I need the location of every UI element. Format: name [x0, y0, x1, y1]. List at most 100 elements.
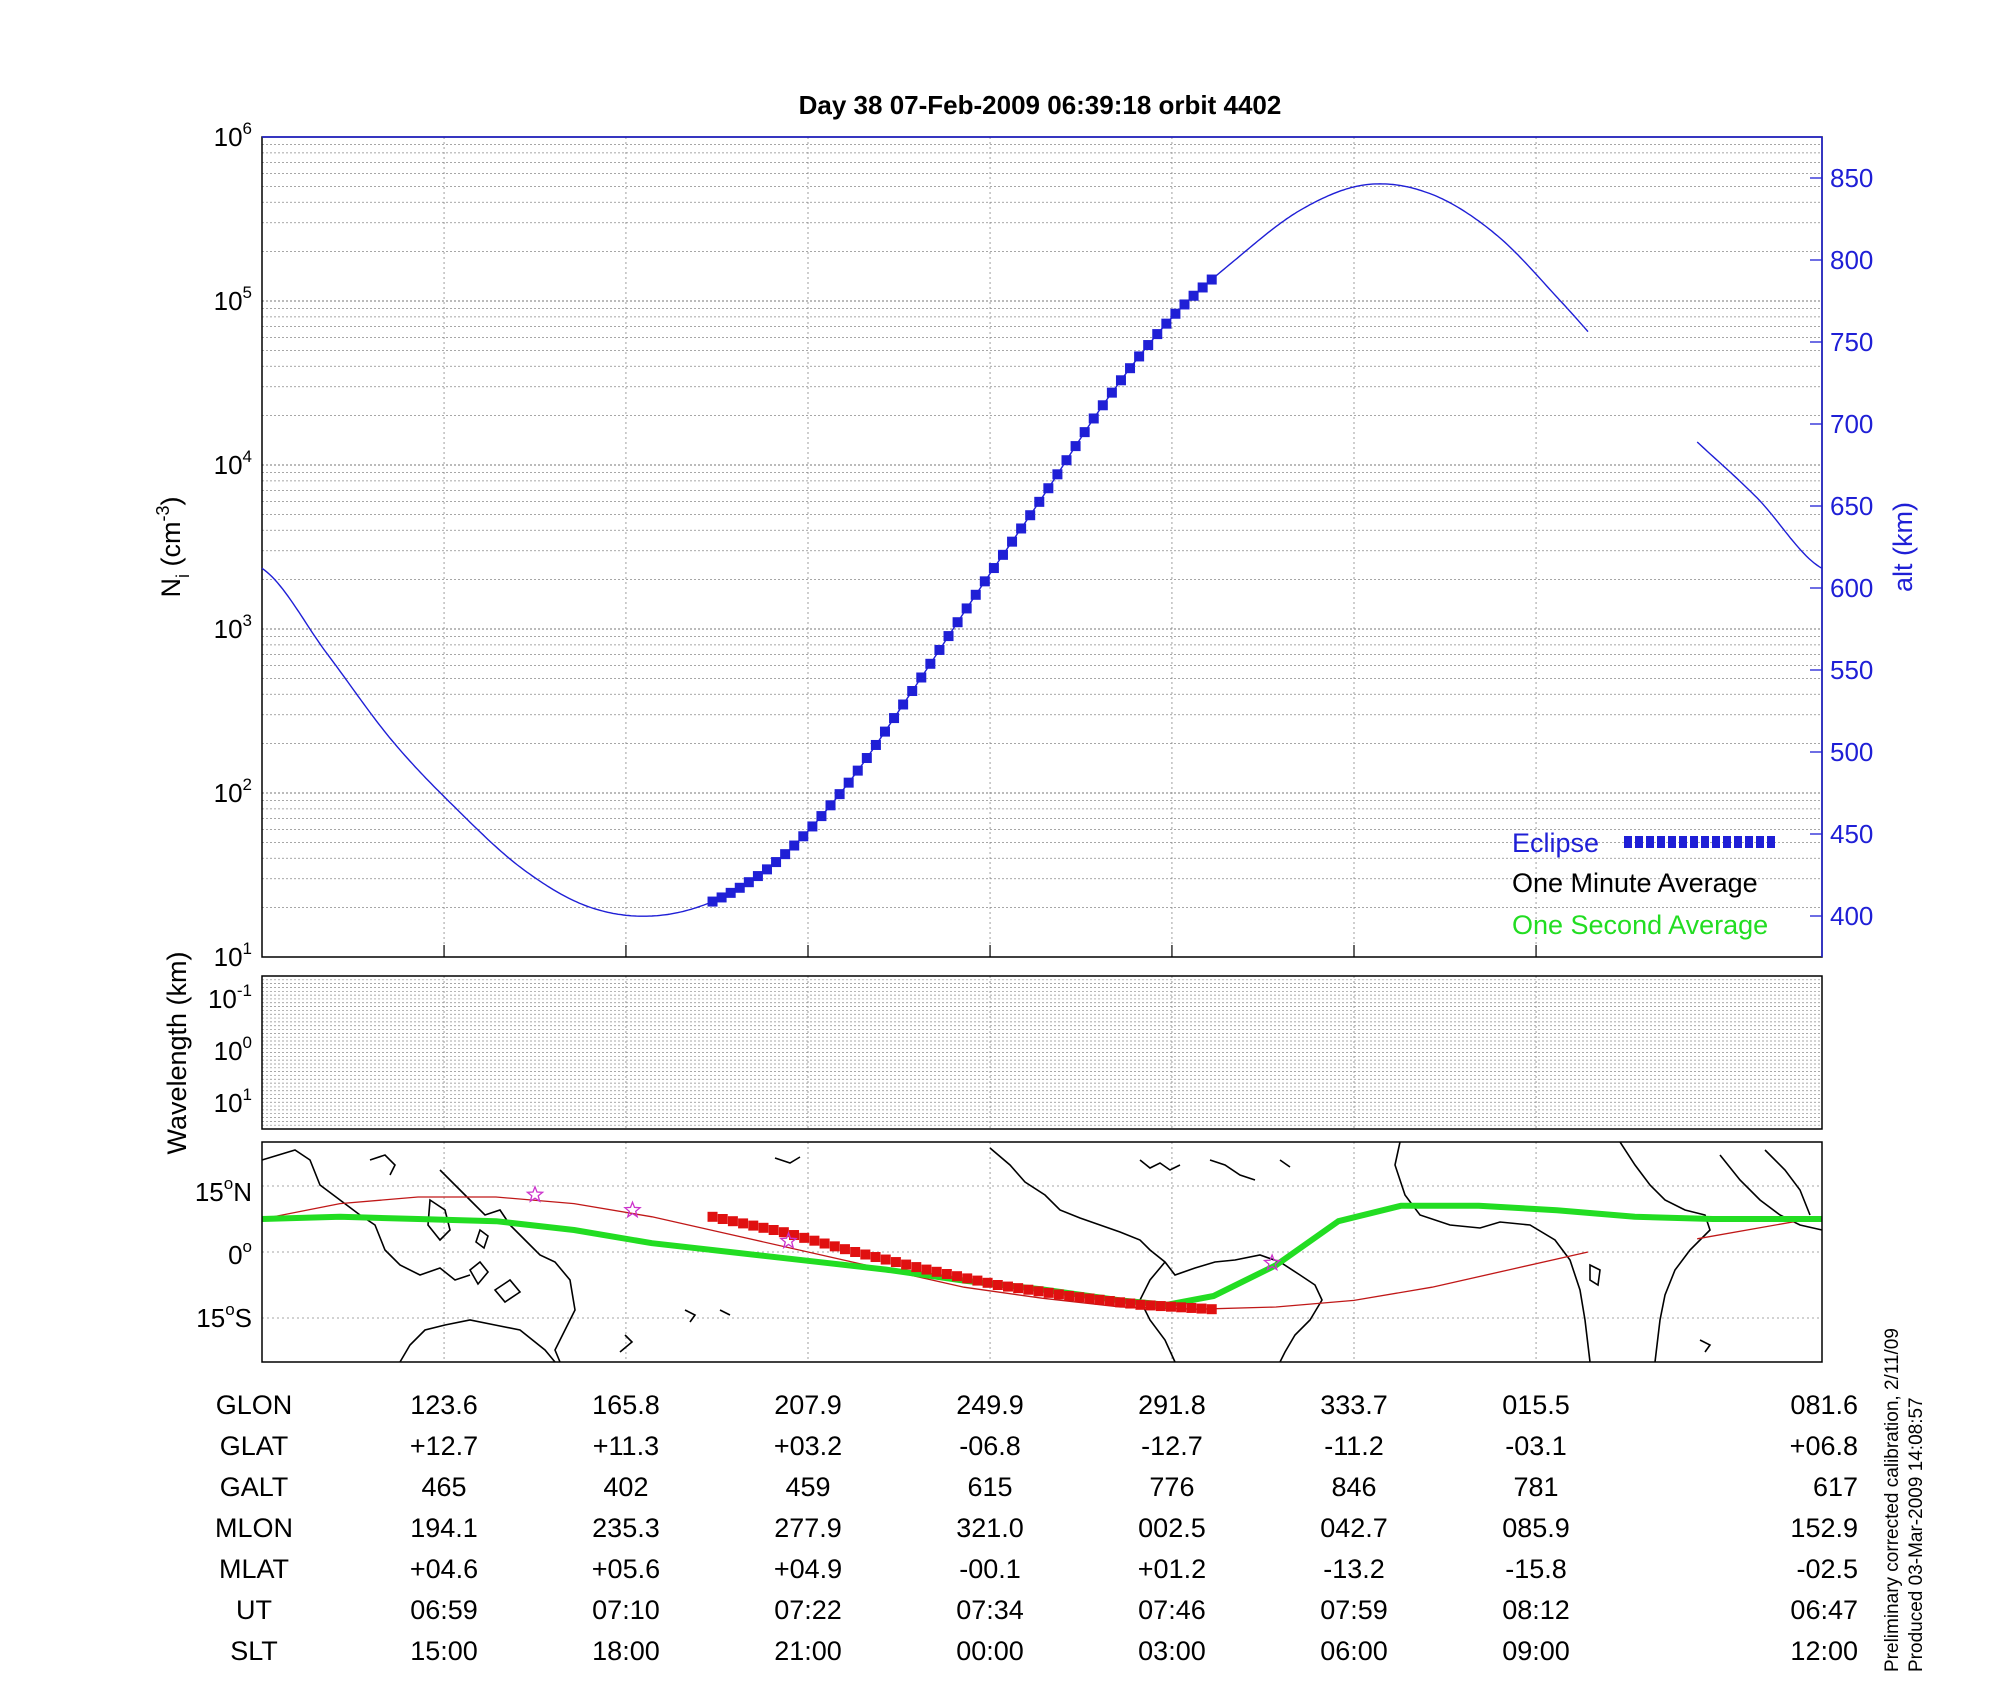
map-eclipse-marker — [839, 1244, 850, 1255]
right-tick-label: 700 — [1830, 409, 1873, 439]
table-cell: 07:22 — [774, 1595, 842, 1625]
map-eclipse-marker — [911, 1262, 922, 1273]
table-cell: 781 — [1514, 1472, 1559, 1502]
lat-tick-15n: 15oN — [195, 1174, 252, 1207]
eclipse-marker — [988, 563, 999, 574]
map-eclipse-marker — [860, 1249, 871, 1260]
eclipse-marker — [870, 739, 881, 750]
table-cell: 06:59 — [410, 1595, 478, 1625]
table-cell: 123.6 — [410, 1390, 478, 1420]
eclipse-marker — [852, 765, 863, 776]
map-lat-ticks: 15oN 0o 15oS — [195, 1174, 252, 1333]
right-tick-label: 750 — [1830, 327, 1873, 357]
eclipse-marker — [1052, 469, 1063, 480]
eclipse-marker — [1206, 274, 1217, 285]
table-cell: 194.1 — [410, 1513, 478, 1543]
eclipse-marker — [1034, 496, 1045, 507]
table-cell: 015.5 — [1502, 1390, 1570, 1420]
right-tick-label: 550 — [1830, 655, 1873, 685]
eclipse-marker — [879, 726, 890, 737]
chart-title: Day 38 07-Feb-2009 06:39:18 orbit 4402 — [799, 90, 1282, 120]
table-cell: +12.7 — [410, 1431, 478, 1461]
eclipse-marker — [1152, 329, 1163, 340]
eclipse-marker — [1134, 351, 1145, 362]
eclipse-marker — [979, 576, 990, 587]
table-row-label: MLAT — [219, 1554, 289, 1584]
map-eclipse-marker — [1176, 1302, 1187, 1313]
eclipse-marker — [997, 549, 1008, 560]
right-tick-label: 600 — [1830, 573, 1873, 603]
eclipse-marker — [780, 849, 791, 860]
right-tick-label: 400 — [1830, 901, 1873, 931]
table-cell: 15:00 — [410, 1636, 478, 1666]
table-cell: 776 — [1149, 1472, 1194, 1502]
table-cell: 07:59 — [1320, 1595, 1388, 1625]
map-eclipse-marker — [1196, 1303, 1207, 1314]
map-eclipse-marker — [819, 1238, 830, 1249]
lat-tick-15s: 15oS — [196, 1300, 252, 1333]
map-eclipse-marker — [809, 1235, 820, 1246]
map-eclipse-marker — [768, 1225, 779, 1235]
table-cell: 002.5 — [1138, 1513, 1206, 1543]
table-cell: +06.8 — [1790, 1431, 1858, 1461]
wavelength-axis-label: Wavelength (km) — [162, 951, 192, 1154]
map-eclipse-marker — [1002, 1281, 1013, 1292]
map-eclipse-marker — [707, 1211, 718, 1222]
star-icon — [1262, 1253, 1282, 1271]
table-cell: 277.9 — [774, 1513, 842, 1543]
map-eclipse-marker — [748, 1220, 759, 1231]
table-row-label: GLAT — [220, 1431, 289, 1461]
table-cell: 459 — [785, 1472, 830, 1502]
left-tick-1e3: 103 — [214, 611, 252, 644]
table-cell: 06:00 — [1320, 1636, 1388, 1666]
map-star-markers — [525, 1184, 1282, 1271]
right-tick-label: 500 — [1830, 737, 1873, 767]
table-cell: 18:00 — [592, 1636, 660, 1666]
eclipse-marker — [798, 831, 809, 842]
eclipse-marker — [1197, 282, 1208, 293]
table-cell: 07:10 — [592, 1595, 660, 1625]
map-eclipse-marker — [1094, 1294, 1105, 1305]
map-eclipse-marker — [1074, 1292, 1085, 1303]
map-eclipse-marker — [962, 1273, 973, 1284]
map-eclipse-marker — [1064, 1291, 1075, 1301]
table-cell: -12.7 — [1141, 1431, 1203, 1461]
table-cell: -06.8 — [959, 1431, 1021, 1461]
table-cell: +04.6 — [410, 1554, 478, 1584]
eclipse-marker — [771, 857, 782, 868]
map-eclipse-marker — [1053, 1289, 1064, 1300]
coastlines — [261, 1141, 1823, 1363]
table-cell: 846 — [1331, 1472, 1376, 1502]
eclipse-marker — [834, 789, 845, 800]
map-eclipse-marker — [778, 1227, 789, 1238]
wavelength-panel-frame — [261, 975, 1823, 1130]
left-tick-1e1: 101 — [214, 939, 252, 972]
table-cell: 402 — [603, 1472, 648, 1502]
table-row-label: MLON — [215, 1513, 293, 1543]
eclipse-marker — [743, 877, 754, 888]
table-cell: 07:34 — [956, 1595, 1024, 1625]
wl-tick-1e1: 101 — [214, 1085, 252, 1118]
table-cell: +01.2 — [1138, 1554, 1206, 1584]
table-row-label: SLT — [230, 1636, 278, 1666]
left-tick-1e6: 106 — [214, 119, 252, 152]
map-eclipse-marker — [972, 1275, 983, 1286]
table-cell: 08:12 — [1502, 1595, 1570, 1625]
table-cell: 235.3 — [592, 1513, 660, 1543]
table-cell: +11.3 — [593, 1431, 659, 1461]
eclipse-marker — [1106, 387, 1117, 398]
map-eclipse-marker — [1145, 1300, 1156, 1311]
footnote-calibration: Preliminary corrected calibration, 2/11/… — [1882, 1328, 1903, 1672]
table-cell: 12:00 — [1790, 1636, 1858, 1666]
eclipse-marker — [1143, 340, 1154, 351]
map-eclipse-marker — [870, 1252, 881, 1263]
table-cell: -11.2 — [1324, 1431, 1384, 1461]
table-cell: 07:46 — [1138, 1595, 1206, 1625]
map-panel-grid — [262, 1142, 1822, 1362]
map-eclipse-marker — [738, 1218, 749, 1229]
map-eclipse-marker — [1104, 1296, 1115, 1307]
map-eclipse-marker — [1033, 1286, 1044, 1297]
table-cell: 06:47 — [1790, 1595, 1858, 1625]
eclipse-marker — [1097, 400, 1108, 411]
